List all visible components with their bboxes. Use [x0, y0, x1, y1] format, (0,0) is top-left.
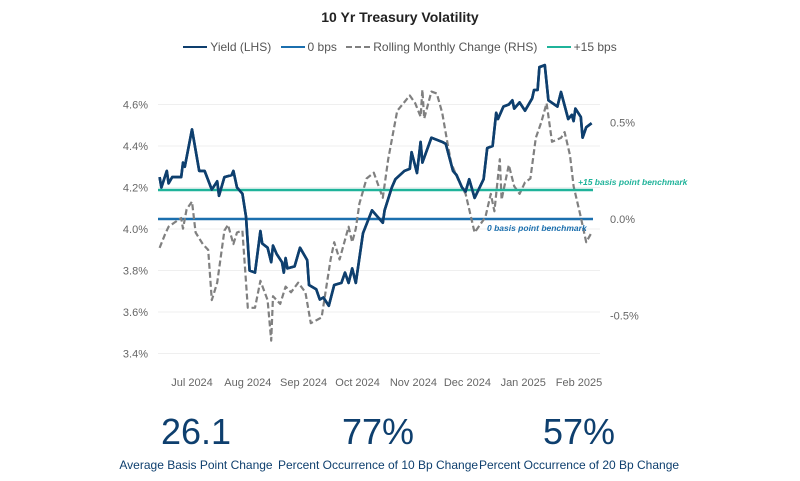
y-left-tick-label: 4.0% [123, 224, 148, 236]
legend-swatch [280, 46, 305, 48]
x-tick-label: Feb 2025 [556, 377, 602, 389]
stat-label: Average Basis Point Change [119, 458, 273, 472]
y-left-tick-label: 4.2% [123, 183, 148, 195]
stat-value: 57% [542, 411, 616, 452]
legend-label: 0 bps [307, 40, 337, 54]
x-tick-label: Dec 2024 [444, 377, 491, 389]
legend-swatch [183, 46, 208, 48]
series-line-yield-top [158, 63, 593, 308]
x-tick-label: Nov 2024 [390, 377, 437, 389]
stat-label: Percent Occurrence of 10 Bp Change [277, 458, 479, 472]
x-tick-label: Jul 2024 [171, 377, 213, 389]
legend-swatch [546, 46, 571, 48]
y-right-tick-label: 0.5% [610, 118, 635, 130]
legend-item-0bps: 0 bps [280, 40, 337, 54]
chart-title: 10 Yr Treasury Volatility [321, 9, 479, 25]
stat-10bp: 77% Percent Occurrence of 10 Bp Change [258, 411, 498, 473]
y-left-tick-label: 3.4% [123, 349, 148, 361]
legend-item-yield: Yield (LHS) [183, 40, 271, 54]
y-left-tick-label: 4.4% [123, 141, 148, 153]
x-tick-label: Oct 2024 [335, 377, 380, 389]
stat-value: 26.1 [160, 411, 232, 452]
y-right-tick-label: -0.5% [610, 311, 639, 323]
y-left-tick-label: 3.8% [123, 266, 148, 278]
annotation-15bps: +15 basis point benchmark [578, 177, 689, 187]
stat-average-bp: 26.1 Average Basis Point Change [76, 411, 316, 473]
legend-label: Rolling Monthly Change (RHS) [373, 40, 538, 54]
legend-label: Yield (LHS) [210, 40, 272, 54]
legend-item-15bps: +15 bps [546, 40, 617, 54]
x-tick-label: Sep 2024 [280, 377, 327, 389]
y-left-tick-label: 3.6% [123, 307, 148, 319]
series-line-yield-lhs- [158, 63, 593, 308]
legend: Yield (LHS) 0 bps Rolling Monthly Change… [0, 37, 800, 54]
legend-swatch [346, 46, 371, 48]
legend-label: +15 bps [573, 40, 617, 54]
y-right-tick-label: 0.0% [610, 214, 635, 226]
x-tick-label: Jan 2025 [501, 377, 546, 389]
legend-item-rolling: Rolling Monthly Change (RHS) [346, 40, 537, 54]
stat-20bp: 57% Percent Occurrence of 20 Bp Change [459, 411, 699, 473]
stat-value: 77% [341, 411, 415, 452]
stat-label: Percent Occurrence of 20 Bp Change [478, 458, 680, 472]
y-left-tick-label: 4.6% [123, 100, 148, 112]
series-line-rolling-monthly-change-rhs- [158, 88, 593, 342]
chart-plot: 3.4% 3.6% 3.8% 4.0% 4.2% 4.4% 4.6% -0.5% 0.0% 0.5… [123, 63, 689, 389]
annotation-0bps: 0 basis point benchmark [487, 223, 588, 233]
x-tick-label: Aug 2024 [224, 377, 271, 389]
